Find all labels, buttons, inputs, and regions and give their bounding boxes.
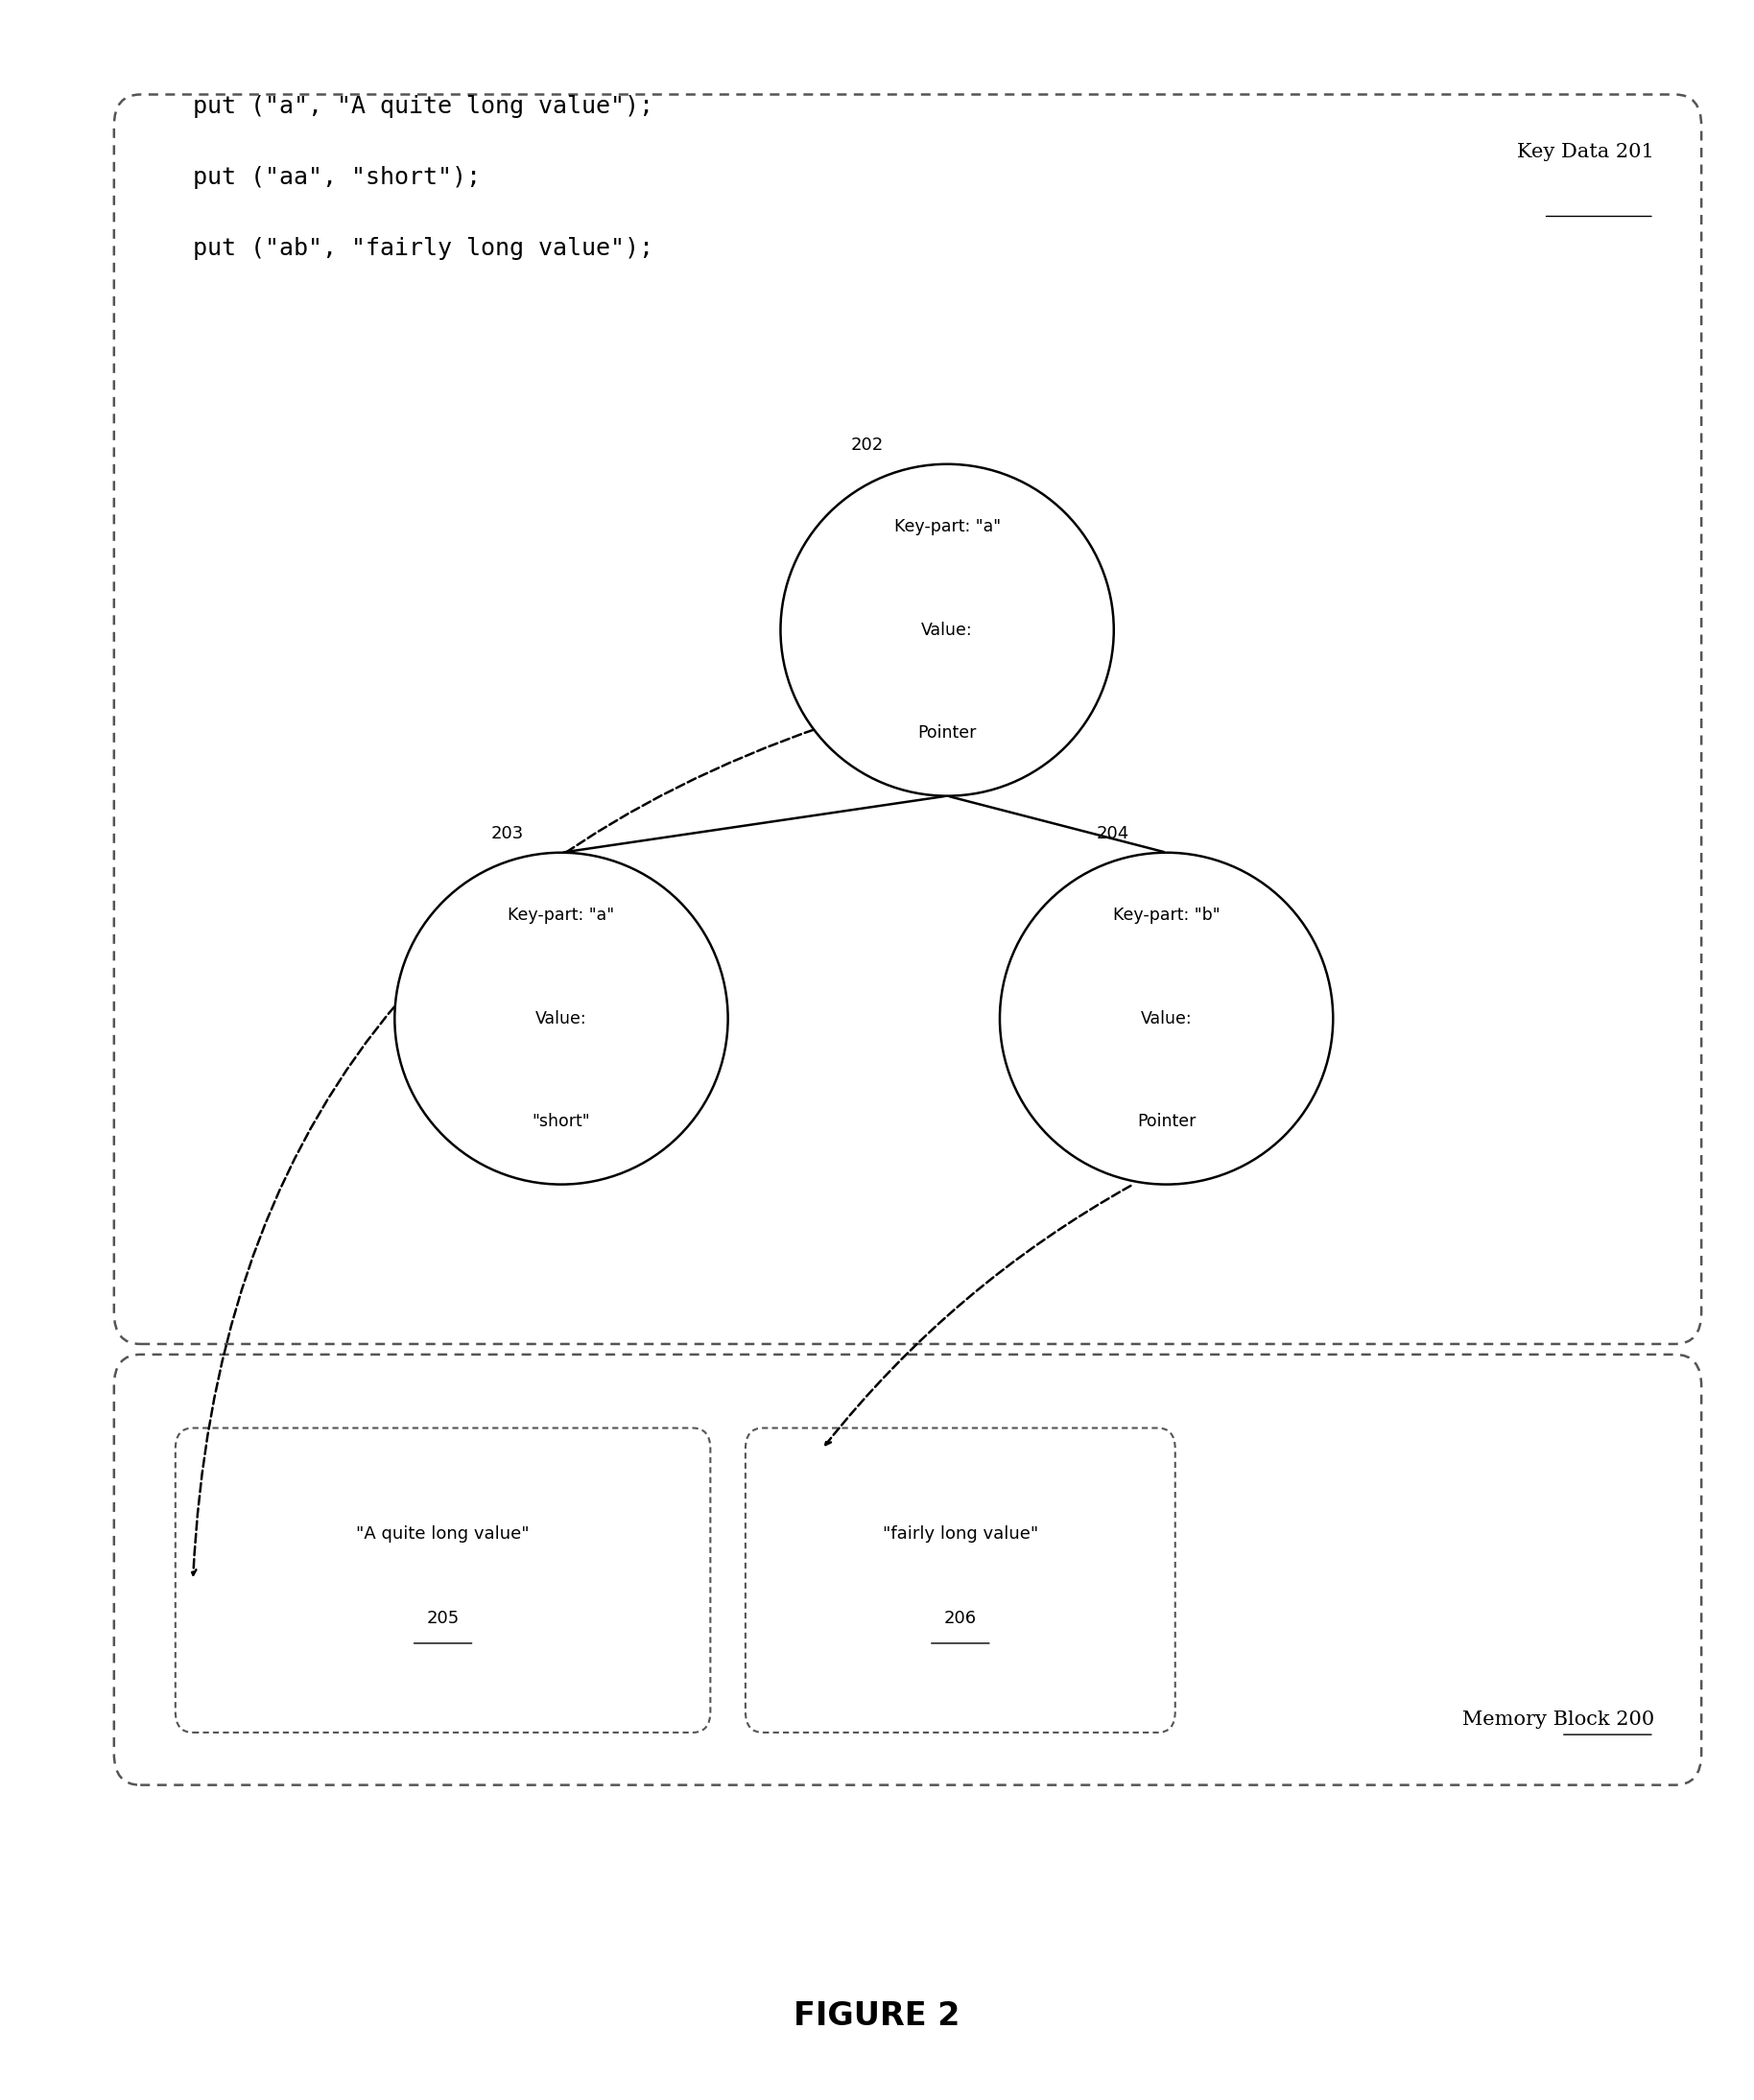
Text: Memory Block 200: Memory Block 200 xyxy=(1461,1709,1654,1728)
Text: Key Data 201: Key Data 201 xyxy=(1517,143,1654,162)
FancyBboxPatch shape xyxy=(745,1428,1175,1732)
Text: 206: 206 xyxy=(944,1609,977,1628)
Text: put ("ab", "fairly long value");: put ("ab", "fairly long value"); xyxy=(193,237,654,260)
Text: "fairly long value": "fairly long value" xyxy=(882,1525,1038,1544)
FancyBboxPatch shape xyxy=(175,1428,710,1732)
Text: 204: 204 xyxy=(1096,825,1130,842)
Text: FIGURE 2: FIGURE 2 xyxy=(795,1999,959,2033)
Text: Key-part: "a": Key-part: "a" xyxy=(509,907,614,924)
Text: Key-part: "b": Key-part: "b" xyxy=(1112,907,1221,924)
Text: Key-part: "a": Key-part: "a" xyxy=(895,519,1000,536)
Text: "A quite long value": "A quite long value" xyxy=(356,1525,530,1544)
Text: "short": "short" xyxy=(531,1113,591,1130)
FancyBboxPatch shape xyxy=(114,1354,1701,1785)
Ellipse shape xyxy=(781,464,1114,796)
Text: Value:: Value: xyxy=(1140,1010,1193,1027)
Text: 205: 205 xyxy=(426,1609,460,1628)
Ellipse shape xyxy=(1000,853,1333,1184)
Text: Pointer: Pointer xyxy=(917,724,977,741)
Text: Value:: Value: xyxy=(921,622,973,638)
Text: 203: 203 xyxy=(491,825,524,842)
Text: Pointer: Pointer xyxy=(1137,1113,1196,1130)
FancyBboxPatch shape xyxy=(114,94,1701,1344)
Text: put ("a", "A quite long value");: put ("a", "A quite long value"); xyxy=(193,94,654,118)
Text: 202: 202 xyxy=(851,437,884,454)
Ellipse shape xyxy=(395,853,728,1184)
Text: Value:: Value: xyxy=(535,1010,588,1027)
Text: put ("aa", "short");: put ("aa", "short"); xyxy=(193,166,481,189)
